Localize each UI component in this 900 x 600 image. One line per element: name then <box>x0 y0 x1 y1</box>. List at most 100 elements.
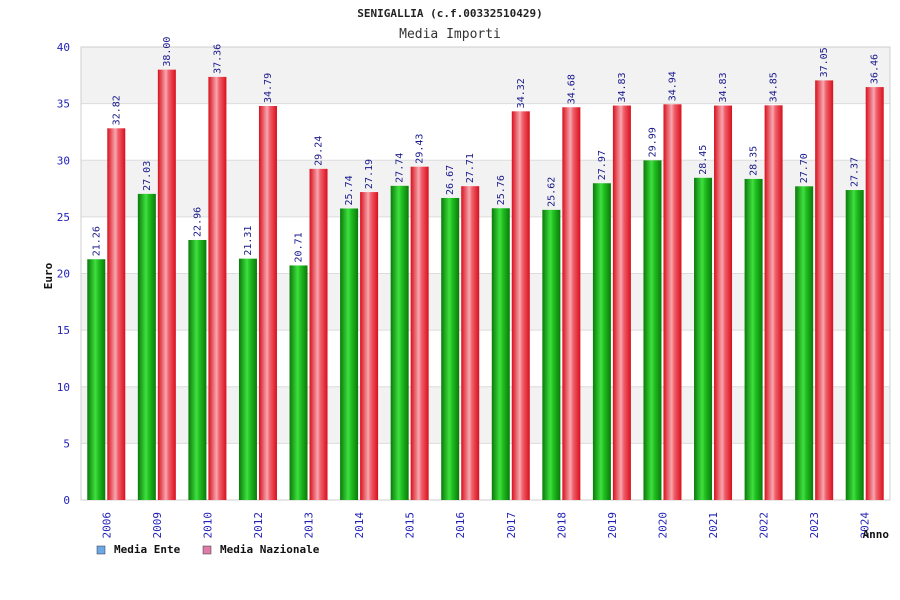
y-tick-label: 10 <box>57 381 70 394</box>
x-tick-label: 2006 <box>100 512 113 539</box>
bar-media-ente <box>694 177 713 500</box>
value-label-media-ente: 21.31 <box>243 226 254 256</box>
value-label-media-ente: 22.96 <box>192 207 203 237</box>
value-label-media-ente: 29.99 <box>647 127 658 157</box>
value-label-media-ente: 27.74 <box>395 153 406 183</box>
bar-media-nazionale <box>410 166 429 500</box>
value-label-media-nazionale: 34.94 <box>667 71 678 101</box>
y-tick-label: 25 <box>57 211 70 224</box>
x-tick-label: 2015 <box>404 512 417 539</box>
value-label-media-nazionale: 37.05 <box>819 47 830 77</box>
bar-media-ente <box>390 185 409 501</box>
y-tick-label: 5 <box>63 437 70 450</box>
plot-frame <box>80 46 891 501</box>
y-tick-label: 20 <box>57 268 70 281</box>
value-label-media-nazionale: 34.68 <box>566 74 577 104</box>
y-tick-label: 30 <box>57 154 70 167</box>
value-label-media-ente: 27.97 <box>597 150 608 180</box>
bar-media-nazionale <box>562 107 581 501</box>
bar-media-ente <box>491 208 510 500</box>
bar-media-ente <box>795 186 814 501</box>
bar-media-nazionale <box>815 80 834 500</box>
bar-media-nazionale <box>764 105 783 500</box>
value-label-media-nazionale: 29.43 <box>415 134 426 164</box>
legend-swatch-media-ente <box>96 545 106 555</box>
value-label-media-ente: 27.70 <box>799 153 810 183</box>
bar-media-nazionale <box>157 69 176 501</box>
x-tick-label: 2020 <box>656 512 669 539</box>
value-label-media-nazionale: 34.83 <box>617 72 628 102</box>
x-tick-label: 2023 <box>808 512 821 539</box>
value-label-media-ente: 27.37 <box>850 157 861 187</box>
value-label-media-nazionale: 29.24 <box>314 136 325 166</box>
chart-subtitle: Media Importi <box>399 27 501 42</box>
value-label-media-ente: 28.35 <box>749 146 760 176</box>
value-label-media-ente: 27.03 <box>142 161 153 191</box>
value-label-media-nazionale: 34.32 <box>516 78 527 108</box>
legend-label-media-ente: Media Ente <box>114 543 181 556</box>
x-axis-label: Anno <box>863 528 890 541</box>
value-label-media-nazionale: 34.79 <box>263 73 274 103</box>
value-label-media-ente: 28.45 <box>698 145 709 175</box>
x-tick-label: 2012 <box>252 512 265 539</box>
bar-media-ente <box>289 265 308 500</box>
bar-media-ente <box>87 259 106 500</box>
plot-area: 0 5 10 15 20 25 30 35 40 21.26 32.82 2006 27.03 38.00… <box>57 37 891 539</box>
value-label-media-nazionale: 34.83 <box>718 72 729 102</box>
value-label-media-nazionale: 32.82 <box>111 95 122 125</box>
bar-media-ente <box>441 197 460 500</box>
value-label-media-nazionale: 36.46 <box>870 54 881 84</box>
bar-media-ente <box>188 239 207 500</box>
bar-media-nazionale <box>208 76 227 500</box>
value-label-media-nazionale: 37.36 <box>212 44 223 74</box>
x-tick-label: 2017 <box>505 512 518 539</box>
y-tick-label: 15 <box>57 324 70 337</box>
legend: Media Ente Media Nazionale <box>96 543 320 556</box>
x-tick-label: 2009 <box>151 512 164 539</box>
legend-swatch-media-nazionale <box>202 545 212 555</box>
bar-media-ente <box>137 193 156 500</box>
value-label-media-nazionale: 27.71 <box>465 153 476 183</box>
value-label-media-ente: 25.62 <box>546 177 557 207</box>
x-tick-label: 2024 <box>859 512 872 539</box>
x-tick-label: 2022 <box>758 512 771 539</box>
bar-media-ente <box>542 209 561 500</box>
chart-title: SENIGALLIA (c.f.00332510429) <box>357 7 542 20</box>
x-tick-label: 2021 <box>707 512 720 539</box>
bar-media-nazionale <box>714 105 733 501</box>
x-tick-label: 2016 <box>454 512 467 539</box>
value-label-media-ente: 25.74 <box>344 175 355 205</box>
bar-media-nazionale <box>309 168 328 500</box>
bar-media-nazionale <box>612 105 631 501</box>
bar-media-nazionale <box>511 111 530 501</box>
bar-media-nazionale <box>461 186 480 500</box>
value-label-media-ente: 26.67 <box>445 165 456 195</box>
x-tick-label: 2018 <box>555 512 568 539</box>
x-tick-label: 2010 <box>201 512 214 539</box>
value-label-media-nazionale: 38.00 <box>162 37 173 67</box>
value-label-media-nazionale: 34.85 <box>769 72 780 102</box>
y-tick-label: 35 <box>57 98 70 111</box>
x-tick-label: 2013 <box>303 512 316 539</box>
bar-media-nazionale <box>258 106 277 501</box>
bar-media-nazionale <box>865 87 884 500</box>
x-tick-label: 2014 <box>353 512 366 539</box>
x-tick-label: 2019 <box>606 512 619 539</box>
legend-label-media-nazionale: Media Nazionale <box>220 543 320 556</box>
y-tick-label: 40 <box>57 41 70 54</box>
value-label-media-ente: 20.71 <box>294 232 305 262</box>
bar-media-ente <box>592 183 611 500</box>
bar-media-ente <box>340 208 359 500</box>
bar-media-ente <box>238 258 257 500</box>
y-axis-label: Euro <box>42 262 55 289</box>
value-label-media-nazionale: 27.19 <box>364 159 375 189</box>
bar-media-ente <box>643 160 662 500</box>
bar-media-ente <box>845 190 864 501</box>
bar-media-nazionale <box>360 192 379 501</box>
bar-media-nazionale <box>107 128 126 500</box>
value-label-media-ente: 21.26 <box>91 226 102 256</box>
y-tick-label: 0 <box>63 494 70 507</box>
bar-media-ente <box>744 178 763 500</box>
value-label-media-ente: 25.76 <box>496 175 507 205</box>
